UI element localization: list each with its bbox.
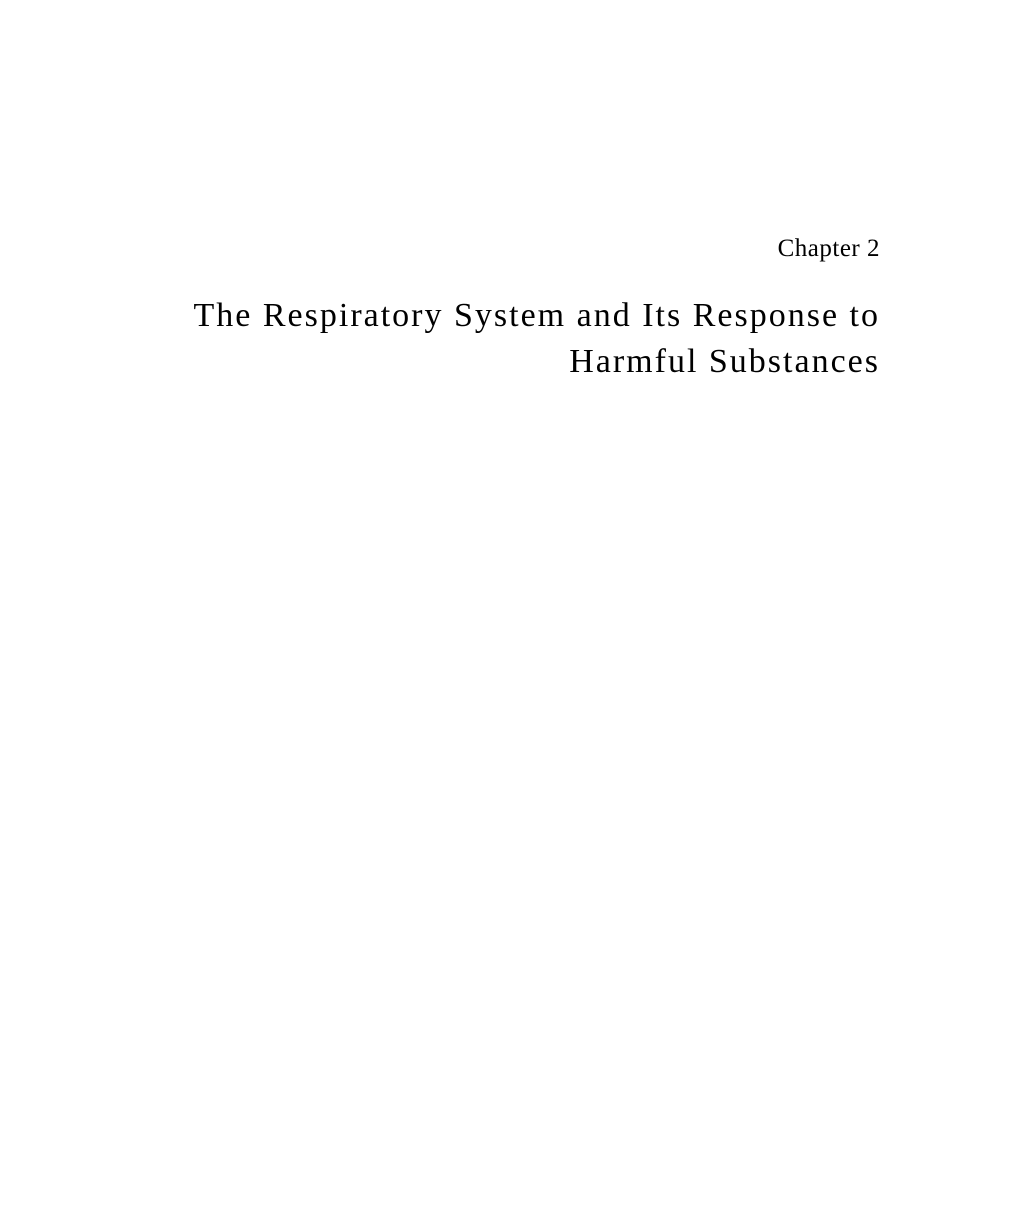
chapter-label: Chapter 2 <box>115 235 880 263</box>
chapter-heading-block: Chapter 2 The Respiratory System and Its… <box>115 235 880 385</box>
chapter-title: The Respiratory System and Its Response … <box>115 293 880 385</box>
chapter-title-line2: Harmful Substances <box>569 343 880 380</box>
chapter-title-line1: The Respiratory System and Its Response … <box>194 297 880 334</box>
